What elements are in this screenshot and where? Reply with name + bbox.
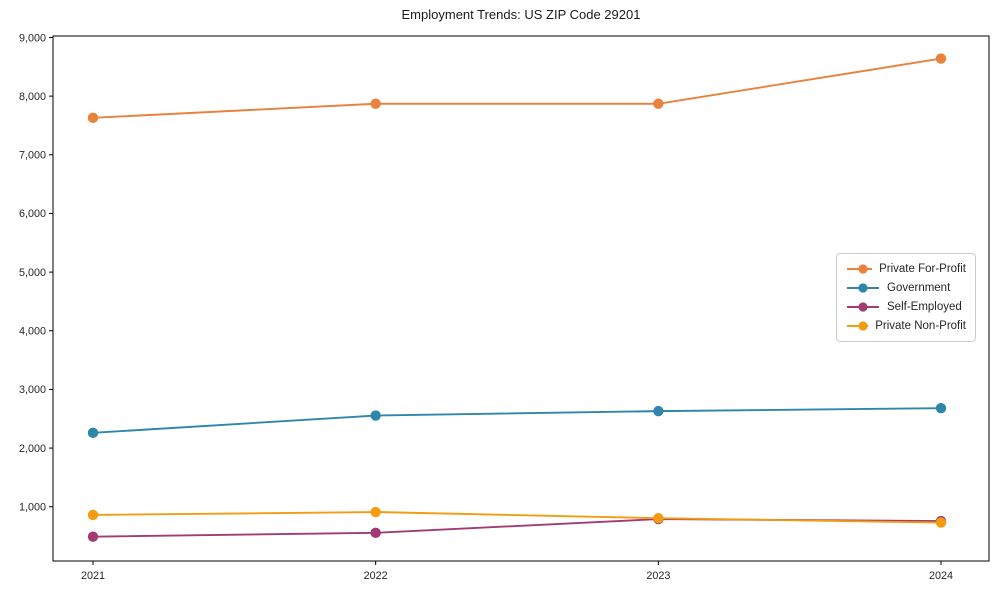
legend-swatch-private-non-profit xyxy=(847,321,869,331)
legend-swatch-private-for-profit xyxy=(847,264,873,274)
y-tick-label: 4,000 xyxy=(19,326,46,338)
y-tick-label: 5,000 xyxy=(19,267,46,279)
data-point-private-non-profit-2024 xyxy=(935,517,947,528)
x-tick-label: 2022 xyxy=(364,570,388,582)
data-point-private-non-profit-2021 xyxy=(87,509,99,521)
data-point-private-for-profit-2024 xyxy=(935,53,947,64)
legend-item-private-non-profit: Private Non-Profit xyxy=(846,318,966,334)
data-point-government-2024 xyxy=(935,402,947,414)
data-point-private-for-profit-2021 xyxy=(87,112,99,124)
legend-label: Private Non-Profit xyxy=(875,320,966,332)
data-point-private-for-profit-2023 xyxy=(653,98,664,109)
legend-item-private-for-profit: Private For-Profit xyxy=(846,261,966,277)
data-point-government-2022 xyxy=(370,410,381,421)
chart-title: Employment Trends: US ZIP Code 29201 xyxy=(401,7,641,22)
data-point-government-2023 xyxy=(653,405,664,417)
legend-swatch-government xyxy=(847,283,879,293)
x-tick-label: 2023 xyxy=(646,570,670,582)
data-point-government-2021 xyxy=(87,427,99,439)
y-tick-label: 6,000 xyxy=(19,208,46,220)
legend-marker-icon xyxy=(858,264,868,274)
legend-label: Private For-Profit xyxy=(879,263,966,275)
x-tick-label: 2021 xyxy=(81,570,105,582)
data-point-self-employed-2021 xyxy=(87,531,99,542)
data-point-private-non-profit-2022 xyxy=(370,506,381,518)
legend-label: Self-Employed xyxy=(887,301,962,313)
series-line-private-non-profit xyxy=(92,511,942,524)
series-line-private-for-profit xyxy=(92,57,942,119)
y-tick-label: 1,000 xyxy=(19,502,46,514)
x-tick-label: 2024 xyxy=(929,570,953,582)
data-point-private-non-profit-2023 xyxy=(653,512,664,524)
legend-marker-icon xyxy=(858,302,868,312)
y-tick-label: 8,000 xyxy=(19,91,46,103)
legend-marker-icon xyxy=(858,283,868,293)
legend-item-self-employed: Self-Employed xyxy=(846,299,966,315)
legend-label: Government xyxy=(887,282,951,294)
y-tick-label: 7,000 xyxy=(19,150,46,162)
legend-swatch-self-employed xyxy=(847,302,879,312)
series-line-self-employed xyxy=(92,518,942,538)
plot-frame xyxy=(52,35,990,562)
y-tick-label: 2,000 xyxy=(19,443,46,455)
legend-box: Private For-Profit Government Self-Employe… xyxy=(836,253,976,342)
legend-marker-icon xyxy=(858,321,868,331)
data-point-self-employed-2022 xyxy=(370,527,381,539)
data-point-private-for-profit-2022 xyxy=(370,98,381,109)
y-tick-label: 9,000 xyxy=(19,32,46,44)
series-line-government xyxy=(92,407,942,434)
legend-item-government: Government xyxy=(846,280,966,296)
y-tick-label: 3,000 xyxy=(19,384,46,396)
